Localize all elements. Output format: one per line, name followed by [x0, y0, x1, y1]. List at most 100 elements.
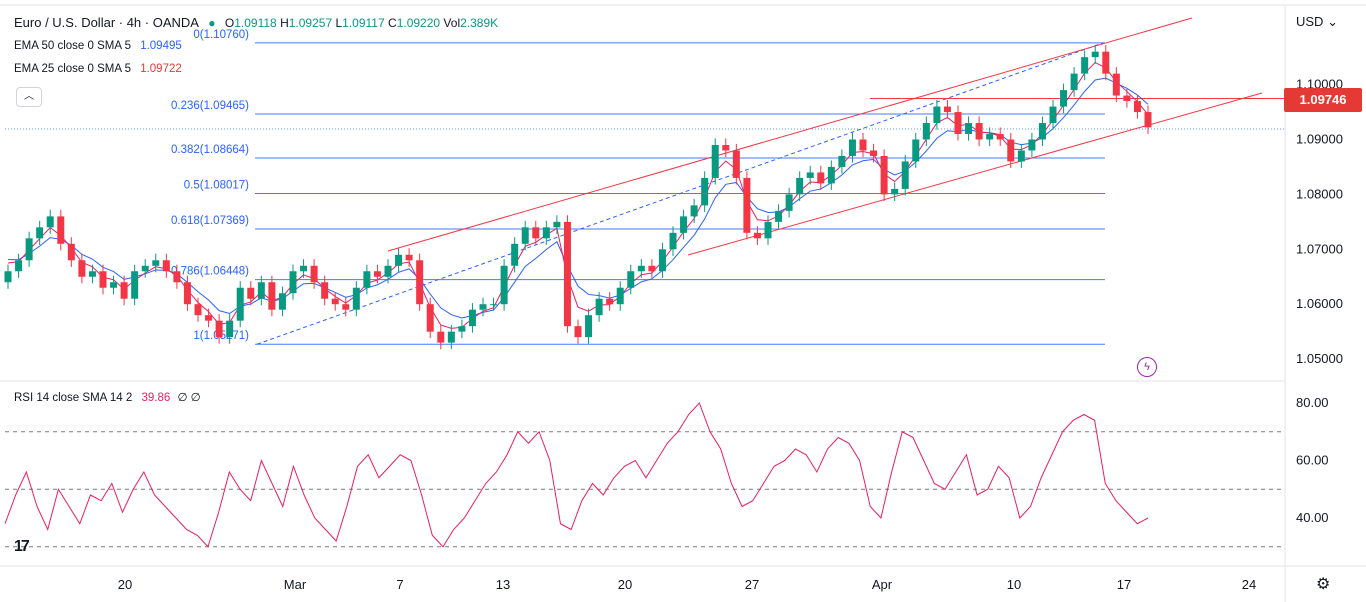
candle-body — [15, 260, 23, 272]
candle-body — [775, 210, 783, 222]
candle-body — [1102, 51, 1110, 74]
rsi-line — [4, 402, 1149, 548]
candle-body — [321, 282, 329, 299]
candle-body — [384, 265, 392, 277]
high-value: 1.09257 — [288, 16, 333, 30]
candle-body — [152, 260, 160, 266]
channel-upper-line — [387, 17, 1193, 252]
symbol-title[interactable]: Euro / U.S. Dollar · 4h · OANDA — [14, 15, 199, 30]
ema50-legend[interactable]: EMA 50 close 0 SMA 5 1.09495 — [14, 40, 182, 52]
candle-body — [1081, 57, 1089, 74]
candle-body — [131, 271, 139, 299]
candle-body — [468, 309, 476, 327]
candle-body — [764, 221, 772, 239]
fibonacci-retracement: 0(1.10760) 0.236(1.09465) 0.382(1.08664) 0.… — [5, 29, 1285, 345]
channel-lower-line — [687, 92, 1263, 256]
candle-body — [25, 238, 33, 261]
candle-body — [268, 282, 276, 310]
candle-body — [680, 216, 688, 233]
candlesticks[interactable] — [4, 45, 1152, 350]
price-tick-label: 1.10000 — [1296, 77, 1343, 92]
candle-body — [226, 320, 234, 338]
candle-body — [416, 260, 424, 305]
candle-body — [511, 243, 519, 266]
close-value: 1.09220 — [396, 16, 441, 30]
candle-body — [88, 271, 96, 277]
open-value: 1.09118 — [234, 16, 277, 30]
candle-body — [658, 249, 666, 272]
candle-body — [373, 271, 381, 277]
ema50-label: EMA 50 close 0 SMA 5 — [14, 40, 131, 52]
candle-body — [395, 254, 403, 266]
close-label: C — [388, 16, 397, 30]
tradingview-logo-icon[interactable]: 17 — [14, 538, 30, 555]
price-tick-label: 1.05000 — [1296, 351, 1343, 366]
rsi-panel — [4, 402, 1285, 548]
candle-body — [880, 155, 888, 195]
fib-level-label: 0.618(1.07369) — [171, 215, 249, 227]
candle-body — [247, 287, 255, 299]
candle-body — [542, 227, 550, 239]
candle-body — [205, 315, 213, 321]
candle-body — [1070, 73, 1078, 91]
candle-body — [1038, 123, 1046, 140]
currency-label: USD — [1296, 14, 1324, 29]
fib-level-label: 0.5(1.08017) — [184, 179, 249, 191]
candle-body — [57, 216, 65, 244]
candle-body — [194, 304, 202, 316]
candle-body — [78, 260, 86, 277]
ema50-value: 1.09495 — [140, 40, 182, 52]
rsi-extra: ∅ ∅ — [177, 392, 201, 404]
candle-body — [1049, 106, 1057, 124]
candle-body — [173, 271, 181, 283]
candle-body — [870, 150, 878, 156]
currency-selector[interactable]: USD ⌄ — [1296, 14, 1338, 30]
price-tick-label: 1.07000 — [1296, 241, 1343, 256]
market-status-dot: ● — [208, 16, 216, 30]
time-tick-label: 27 — [745, 577, 759, 592]
candle-body — [426, 304, 434, 332]
candle-body — [1133, 101, 1141, 113]
time-tick-label: 13 — [496, 577, 510, 592]
candle-body — [300, 265, 308, 272]
candle-body — [986, 134, 994, 140]
candle-body — [67, 243, 75, 261]
time-tick-label: 10 — [1007, 577, 1021, 592]
candle-body — [954, 112, 962, 135]
candle-body — [1028, 139, 1036, 151]
candle-body — [574, 326, 582, 338]
bolt-icon[interactable]: ϟ — [1137, 357, 1157, 377]
ema25-label: EMA 25 close 0 SMA 5 — [14, 63, 131, 75]
candle-body — [352, 287, 360, 310]
candle-body — [753, 232, 761, 239]
candle-body — [933, 106, 941, 124]
candle-body — [690, 205, 698, 217]
rsi-legend[interactable]: RSI 14 close SMA 14 2 39.86 ∅ ∅ — [14, 390, 201, 404]
gear-icon[interactable]: ⚙ — [1316, 576, 1331, 593]
candle-body — [1123, 95, 1131, 102]
ema25-legend[interactable]: EMA 25 close 0 SMA 5 1.09722 — [14, 63, 182, 75]
candle-body — [1144, 112, 1152, 128]
candle-body — [1017, 150, 1025, 162]
candle-body — [859, 139, 867, 151]
candle-body — [732, 150, 740, 178]
candle-body — [901, 161, 909, 189]
time-tick-label: 7 — [396, 577, 403, 592]
candle-body — [553, 221, 561, 228]
candle-body — [595, 298, 603, 316]
rsi-value: 39.86 — [141, 392, 171, 404]
candle-body — [141, 265, 149, 272]
chevron-down-icon: ⌄ — [1323, 14, 1338, 29]
candle-body — [490, 304, 498, 306]
price-tick-label: 1.08000 — [1296, 186, 1343, 201]
candle-body — [1091, 51, 1099, 58]
candle-body — [257, 282, 265, 299]
candle-body — [1007, 139, 1015, 162]
candle-body — [616, 287, 624, 305]
collapse-legend-button[interactable]: ︿ — [16, 87, 42, 107]
candle-body — [648, 265, 656, 272]
fib-trend-line — [256, 42, 1104, 345]
candle-body — [99, 271, 107, 288]
axes: 1.10000 1.09000 1.08000 1.07000 1.06000 1.050… — [0, 4, 1366, 602]
